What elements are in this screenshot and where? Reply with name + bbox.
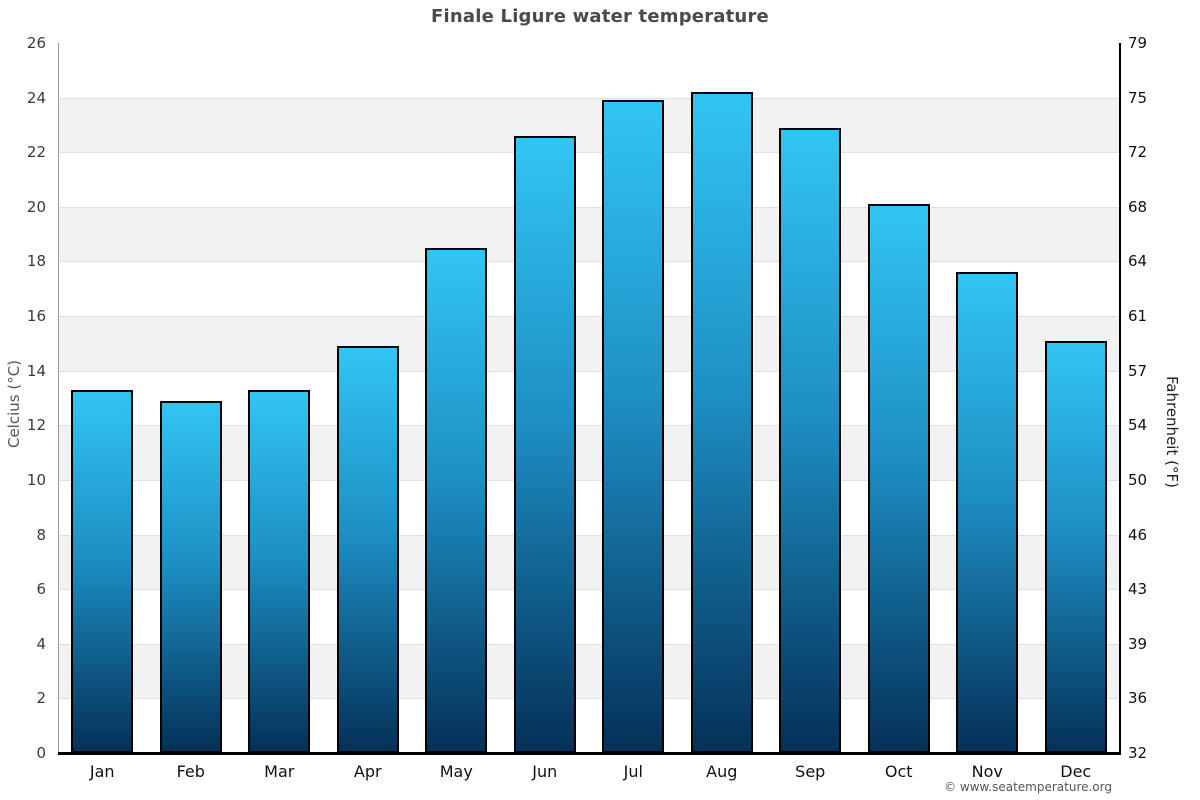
y-tick-fahrenheit-54: 54 <box>1128 416 1148 435</box>
chart-title: Finale Ligure water temperature <box>431 6 769 27</box>
bar-feb <box>159 400 222 753</box>
plot-band <box>58 479 1120 535</box>
x-tick-mar: Mar <box>264 762 295 781</box>
x-tick-jan: Jan <box>89 762 115 781</box>
y-tick-fahrenheit-72: 72 <box>1128 143 1148 162</box>
copyright-text: © www.seatemperature.org <box>944 780 1112 794</box>
gridline-4c <box>58 643 1120 645</box>
y-tick-celsius-6: 6 <box>36 580 46 599</box>
bar-jul <box>602 100 665 753</box>
plot-band <box>58 261 1120 317</box>
plot-band <box>58 316 1120 371</box>
y-tick-celsius-0: 0 <box>36 744 46 762</box>
plot-band <box>58 206 1120 262</box>
gridline-20c <box>58 206 1120 208</box>
y-tick-fahrenheit-39: 39 <box>1128 634 1148 653</box>
y-tick-celsius-20: 20 <box>26 197 46 216</box>
plot-band <box>58 534 1120 590</box>
gridline-10c <box>58 479 1120 481</box>
y-tick-celsius-4: 4 <box>36 634 46 653</box>
y-tick-fahrenheit-57: 57 <box>1128 361 1148 380</box>
y-tick-celsius-14: 14 <box>26 361 46 380</box>
plot-band <box>58 152 1120 207</box>
y-tick-fahrenheit-32: 32 <box>1128 744 1148 762</box>
y-tick-celsius-18: 18 <box>26 252 46 271</box>
x-tick-feb: Feb <box>176 762 205 781</box>
gridline-22c <box>58 152 1120 154</box>
y-tick-celsius-16: 16 <box>26 307 46 326</box>
bar-apr <box>336 346 399 753</box>
plot-band <box>58 643 1120 699</box>
y-tick-fahrenheit-43: 43 <box>1128 580 1148 599</box>
gridline-12c <box>58 425 1120 427</box>
gridline-14c <box>58 370 1120 372</box>
plot-area <box>58 43 1120 753</box>
x-tick-nov: Nov <box>971 762 1003 781</box>
bar-dec <box>1044 340 1107 753</box>
y-tick-fahrenheit-79: 79 <box>1128 34 1148 52</box>
x-tick-dec: Dec <box>1060 762 1092 781</box>
bar-nov <box>956 272 1019 753</box>
bar-oct <box>867 204 930 753</box>
y-tick-fahrenheit-64: 64 <box>1128 252 1148 271</box>
y-tick-celsius-10: 10 <box>26 470 46 489</box>
y-tick-fahrenheit-36: 36 <box>1128 689 1148 708</box>
y-axis-line-left <box>58 43 59 753</box>
x-tick-jul: Jul <box>623 762 643 781</box>
x-tick-jun: Jun <box>532 762 558 781</box>
y-tick-fahrenheit-61: 61 <box>1128 307 1148 326</box>
y-tick-fahrenheit-50: 50 <box>1128 470 1148 489</box>
bar-jan <box>71 389 134 753</box>
bar-mar <box>248 389 311 753</box>
plot-band <box>58 43 1120 98</box>
y-tick-celsius-2: 2 <box>36 689 46 708</box>
y-tick-celsius-26: 26 <box>26 34 46 52</box>
gridline-8c <box>58 534 1120 536</box>
y-tick-celsius-24: 24 <box>26 88 46 107</box>
bar-jun <box>513 135 576 753</box>
x-tick-oct: Oct <box>884 762 913 781</box>
y-tick-celsius-12: 12 <box>26 416 46 435</box>
plot-band <box>58 589 1120 644</box>
gridline-24c <box>58 97 1120 99</box>
x-tick-sep: Sep <box>795 762 826 781</box>
x-axis-line <box>58 752 1121 755</box>
plot-band <box>58 97 1120 153</box>
gridline-6c <box>58 589 1120 591</box>
y-axis-line-right <box>1119 43 1121 753</box>
x-tick-may: May <box>439 762 473 781</box>
gridline-16c <box>58 316 1120 318</box>
plot-band <box>58 698 1120 753</box>
y-tick-celsius-8: 8 <box>36 525 46 544</box>
gridline-2c <box>58 698 1120 700</box>
bar-sep <box>779 127 842 753</box>
plot-band <box>58 425 1120 480</box>
y-tick-fahrenheit-75: 75 <box>1128 88 1148 107</box>
y-tick-celsius-22: 22 <box>26 143 46 162</box>
bar-may <box>425 247 488 753</box>
plot-band <box>58 370 1120 426</box>
x-tick-aug: Aug <box>706 762 738 781</box>
bar-aug <box>690 92 753 753</box>
x-tick-apr: Apr <box>353 762 382 781</box>
y-tick-fahrenheit-68: 68 <box>1128 197 1148 216</box>
gridline-18c <box>58 261 1120 263</box>
y-tick-fahrenheit-46: 46 <box>1128 525 1148 544</box>
